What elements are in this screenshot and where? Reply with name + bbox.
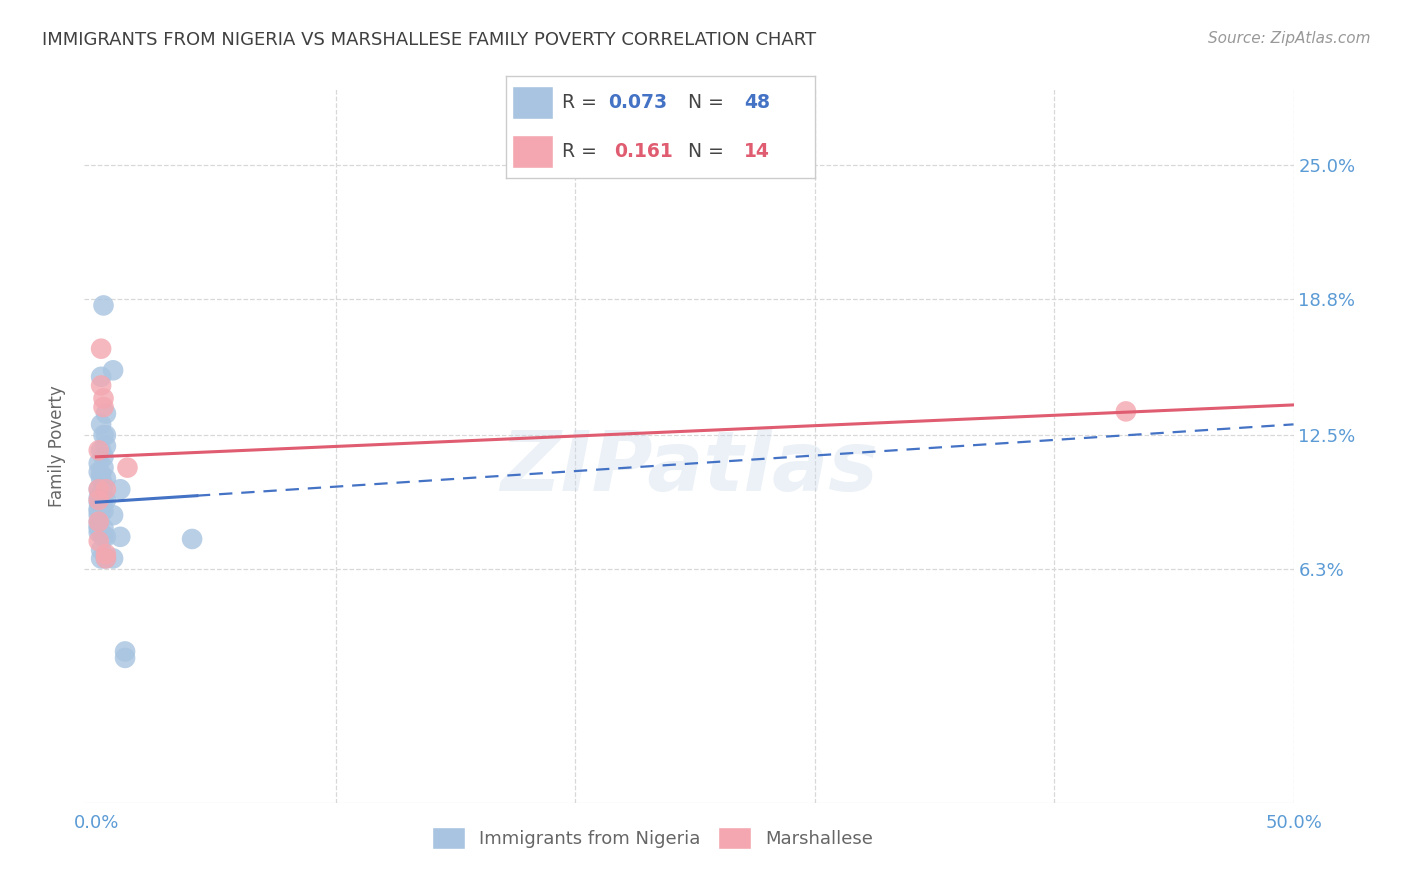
Point <box>87 525 110 540</box>
Point <box>93 460 115 475</box>
Point <box>94 551 117 566</box>
Text: R =: R = <box>562 142 609 161</box>
Text: IMMIGRANTS FROM NIGERIA VS MARSHALLESE FAMILY POVERTY CORRELATION CHART: IMMIGRANTS FROM NIGERIA VS MARSHALLESE F… <box>42 31 817 49</box>
Point <box>90 369 112 384</box>
Point <box>93 400 115 414</box>
Point <box>90 486 112 500</box>
Point <box>93 504 115 518</box>
Point <box>93 521 115 535</box>
Point <box>90 500 112 514</box>
Point <box>94 439 117 453</box>
Point <box>90 378 112 392</box>
Point <box>87 508 110 523</box>
Point <box>93 392 115 406</box>
Point <box>87 515 110 529</box>
Point <box>87 515 110 529</box>
Point <box>87 534 110 549</box>
Point <box>87 495 110 509</box>
Bar <box>512 136 553 168</box>
Point <box>110 530 132 544</box>
Point <box>94 471 117 485</box>
Point <box>90 525 112 540</box>
Bar <box>512 87 553 119</box>
Point <box>117 460 139 475</box>
Point <box>93 298 115 312</box>
Point <box>94 428 117 442</box>
Point <box>87 456 110 470</box>
Point <box>101 551 124 566</box>
Point <box>90 506 112 520</box>
Point <box>1115 404 1137 418</box>
Point <box>94 551 117 566</box>
Text: 48: 48 <box>744 93 770 112</box>
Text: 0.161: 0.161 <box>614 142 673 161</box>
Text: 14: 14 <box>744 142 770 161</box>
Point <box>94 407 117 421</box>
Point <box>114 644 136 658</box>
Text: ZIPatlas: ZIPatlas <box>501 427 877 508</box>
Point <box>101 363 124 377</box>
Text: N =: N = <box>676 142 730 161</box>
Point <box>93 478 115 492</box>
Point <box>93 428 115 442</box>
Point <box>87 519 110 533</box>
Point <box>90 542 112 557</box>
Point <box>90 443 112 458</box>
Point <box>93 450 115 464</box>
Text: 0.073: 0.073 <box>609 93 668 112</box>
Text: Source: ZipAtlas.com: Source: ZipAtlas.com <box>1208 31 1371 46</box>
Point <box>87 504 110 518</box>
Point <box>94 482 117 496</box>
Point <box>90 467 112 482</box>
Point <box>94 547 117 561</box>
Point <box>93 530 115 544</box>
Point <box>90 471 112 485</box>
Point <box>87 491 110 505</box>
Point <box>94 530 117 544</box>
Point <box>110 482 132 496</box>
Point <box>90 342 112 356</box>
Point <box>90 417 112 432</box>
Point <box>94 493 117 508</box>
Point <box>87 521 110 535</box>
Point <box>87 482 110 496</box>
Point <box>87 482 110 496</box>
Point <box>90 551 112 566</box>
Point <box>90 497 112 511</box>
Point <box>114 651 136 665</box>
Y-axis label: Family Poverty: Family Poverty <box>48 385 66 507</box>
Point <box>101 508 124 523</box>
Point <box>87 501 110 516</box>
Point <box>87 443 110 458</box>
Point <box>93 493 115 508</box>
Text: R =: R = <box>562 93 603 112</box>
Text: N =: N = <box>676 93 730 112</box>
Legend: Immigrants from Nigeria, Marshallese: Immigrants from Nigeria, Marshallese <box>423 818 883 858</box>
Point <box>87 465 110 479</box>
Point <box>87 493 110 508</box>
Point <box>181 532 204 546</box>
